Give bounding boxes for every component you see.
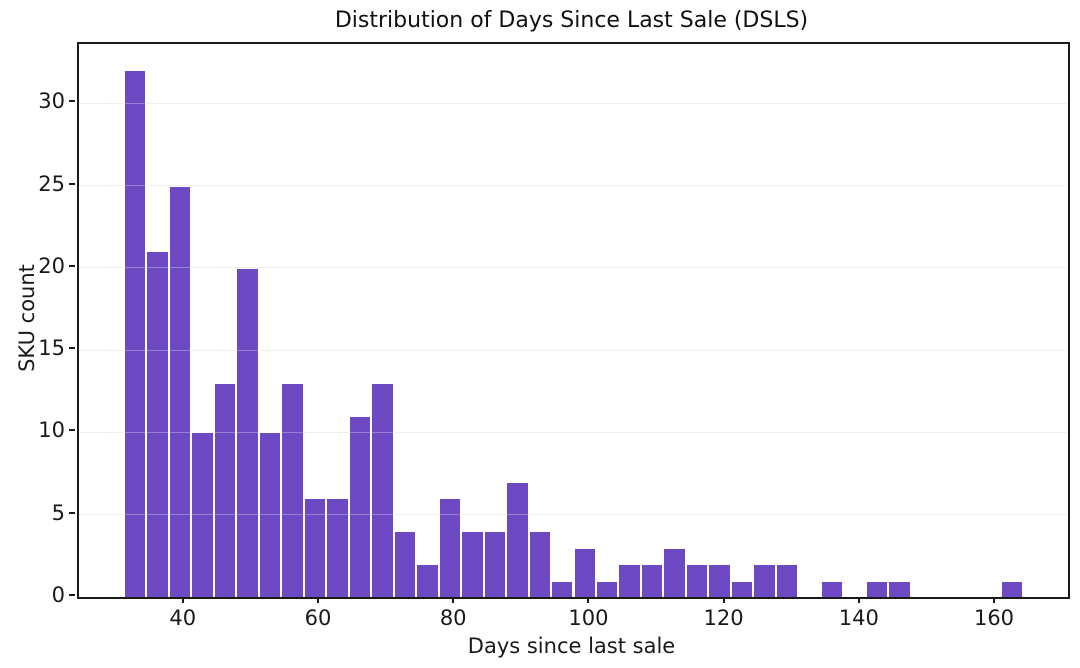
y-axis-label: SKU count [15, 264, 39, 372]
gridline-y-15 [79, 349, 1068, 351]
histogram-bar-22 [618, 564, 641, 597]
histogram-bar-9 [326, 498, 349, 597]
y-tick-mark-15 [69, 347, 75, 350]
histogram-bar-6 [258, 432, 282, 597]
x-tick-label-160: 160 [973, 606, 1015, 630]
y-tick-mark-10 [69, 429, 75, 432]
histogram-bar-20 [573, 547, 596, 597]
histogram-bar-34 [888, 580, 911, 597]
x-tick-label-140: 140 [838, 606, 879, 630]
histogram-bar-39 [1000, 580, 1024, 597]
x-tick-mark-40 [181, 597, 184, 603]
x-tick-label-120: 120 [703, 606, 744, 630]
x-tick-mark-100 [587, 597, 590, 603]
histogram-bar-10 [348, 415, 372, 597]
x-axis-label: Days since last sale [467, 634, 676, 658]
histogram-bar-15 [461, 531, 484, 597]
histogram-bar-29 [775, 564, 799, 597]
gridline-overlay-y-10 [79, 431, 1068, 433]
x-tick-mark-160 [993, 597, 995, 603]
histogram-bar-25 [685, 564, 709, 597]
y-tick-label-15: 15 [38, 336, 65, 361]
x-tick-label-80: 80 [439, 606, 467, 630]
x-tick-mark-120 [722, 597, 725, 603]
histogram-bar-16 [483, 531, 507, 597]
histogram-bar-18 [528, 531, 552, 597]
histogram-bar-23 [640, 564, 664, 597]
histogram-bar-4 [213, 383, 237, 597]
y-tick-label-30: 30 [38, 89, 65, 114]
histogram-bar-19 [551, 580, 574, 597]
histogram-bar-2 [168, 185, 192, 597]
gridline-y-25 [79, 185, 1068, 187]
histogram-bar-26 [708, 564, 731, 597]
x-tick-label-100: 100 [568, 606, 609, 630]
gridline-y-10 [79, 431, 1068, 433]
x-tick-label-60: 60 [304, 606, 332, 630]
histogram-bar-1 [146, 251, 169, 597]
gridline-overlay-y-20 [79, 267, 1068, 269]
histogram-bar-12 [393, 531, 417, 597]
gridline-y-5 [79, 514, 1068, 516]
x-tick-label-40: 40 [169, 606, 197, 630]
histogram-bar-5 [236, 267, 259, 597]
histogram-bar-17 [506, 481, 529, 597]
y-tick-label-20: 20 [38, 253, 65, 278]
gridline-overlay-y-15 [79, 349, 1068, 351]
y-tick-label-10: 10 [38, 418, 65, 443]
histogram-bar-3 [191, 432, 214, 597]
y-tick-label-0: 0 [51, 583, 65, 607]
y-tick-label-5: 5 [51, 500, 65, 525]
histogram-bar-7 [281, 383, 304, 597]
gridline-overlay-y-25 [79, 185, 1068, 187]
gridline-y-30 [79, 102, 1068, 104]
histogram-bar-27 [730, 580, 754, 597]
y-tick-mark-0 [69, 594, 75, 596]
histogram-bar-14 [438, 498, 462, 597]
histogram-bar-0 [123, 70, 147, 597]
y-tick-mark-30 [69, 100, 75, 103]
histogram-bar-11 [371, 383, 394, 597]
chart-title: Distribution of Days Since Last Sale (DS… [334, 8, 809, 33]
histogram-bar-24 [663, 547, 686, 597]
x-tick-mark-140 [857, 597, 860, 603]
gridline-y-20 [79, 267, 1068, 269]
y-tick-mark-20 [69, 264, 75, 267]
x-tick-mark-80 [452, 597, 455, 603]
histogram-bar-28 [753, 564, 776, 597]
y-tick-mark-25 [69, 182, 75, 185]
y-tick-mark-5 [69, 511, 75, 514]
gridline-overlay-y-5 [79, 514, 1068, 516]
y-tick-label-25: 25 [38, 171, 65, 196]
plot-area [77, 42, 1070, 599]
gridline-overlay-y-30 [79, 102, 1068, 104]
histogram-bar-33 [865, 580, 889, 597]
x-tick-mark-60 [316, 597, 319, 603]
histogram-bar-31 [820, 580, 844, 597]
histogram-bar-21 [595, 580, 619, 597]
histogram-bar-13 [416, 564, 439, 597]
histogram-bar-8 [303, 498, 327, 597]
